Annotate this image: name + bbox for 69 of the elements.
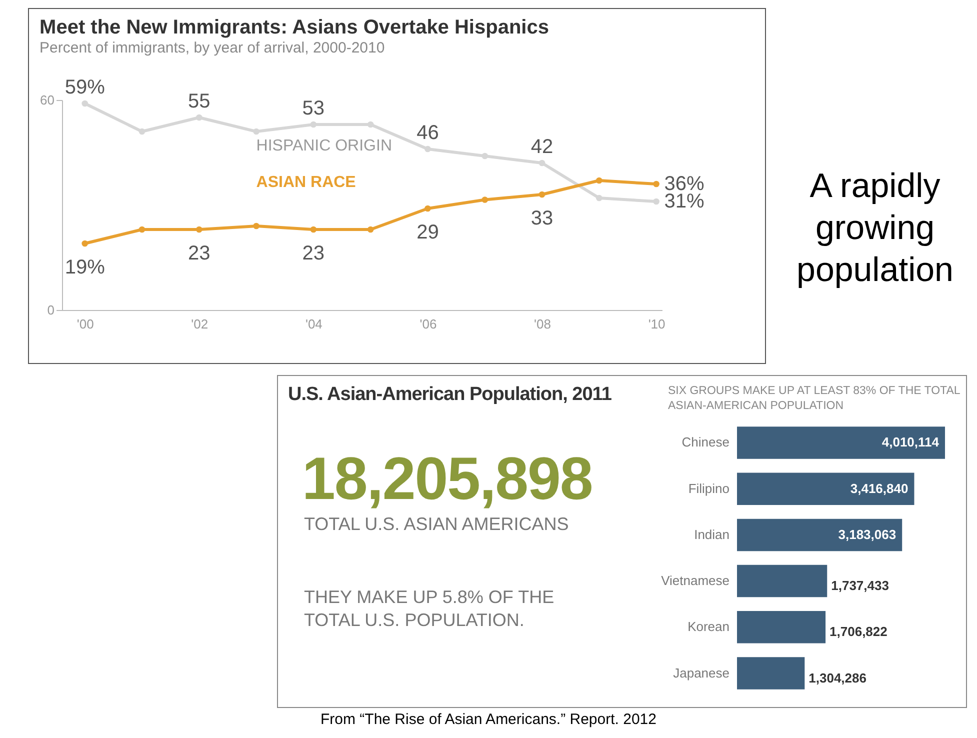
point: [482, 196, 488, 203]
bar: [737, 518, 902, 552]
point: [596, 177, 602, 184]
data-label: 53: [302, 98, 325, 120]
point: [138, 226, 146, 233]
y-tick-label: 60: [40, 92, 54, 108]
chart-subtitle: Percent of immigrants, by year of arrival, 2000-2010: [40, 40, 385, 56]
point: [424, 146, 431, 152]
chart-title: SIX GROUPS MAKE UP AT LEAST 83% OF THE TOTAL ASIAN-AMERICAN POPULATION: [668, 384, 961, 414]
point: [82, 100, 88, 107]
data-label: 23: [302, 242, 325, 264]
point: [653, 180, 660, 188]
point: [253, 128, 260, 135]
bar: [737, 657, 805, 690]
bar: [737, 564, 828, 598]
point: [82, 240, 88, 247]
data-label: 1,706,822: [830, 624, 888, 640]
x-tick-label: '06: [420, 316, 437, 332]
data-label: 55: [188, 90, 210, 112]
data-label: 1,304,286: [808, 670, 866, 686]
text: U.S. Asian-American Population, 2011: [288, 384, 612, 406]
data-label: 3,183,063: [838, 526, 896, 542]
point: [310, 121, 317, 128]
chart-title: Meet the New Immigrants: Asians Overtake Hispanics: [40, 16, 549, 38]
series-label: ASIAN RACE: [256, 174, 356, 191]
text: From “The Rise of Asian Americans.” Report. 2012: [320, 711, 658, 728]
series-label: HISPANIC ORIGIN: [256, 138, 392, 154]
text: THEY MAKE UP 5.8% OF THE TOTAL U.S. POPULATION.: [303, 586, 556, 632]
point: [367, 121, 374, 128]
point: [367, 226, 374, 233]
data-label: 29: [416, 222, 439, 244]
bar: [737, 472, 914, 505]
data-label: 42: [530, 136, 554, 158]
data-label: 4,010,114: [882, 434, 940, 450]
data-label: 19%: [64, 256, 106, 278]
y-tick-label: Vietnamese: [661, 573, 730, 588]
data-label: 46: [416, 122, 439, 144]
y-tick-label: Korean: [688, 619, 730, 634]
point: [482, 152, 488, 160]
point: [253, 222, 260, 230]
y-tick-label: 0: [47, 302, 54, 318]
point: [424, 205, 431, 212]
y-tick-label: Filipino: [688, 480, 730, 496]
point: [653, 198, 660, 205]
data-label: 59%: [64, 76, 106, 98]
point: [538, 160, 546, 166]
point: [596, 194, 602, 202]
text: 18,205,898: [301, 444, 594, 513]
x-tick-label: '08: [534, 316, 551, 332]
text: TOTAL U.S. ASIAN AMERICANS: [303, 513, 570, 536]
bar: [737, 426, 945, 459]
point: [196, 114, 202, 121]
x-tick-label: '10: [648, 316, 666, 332]
x-tick-label: '00: [76, 316, 94, 332]
x-tick-label: '04: [305, 316, 322, 332]
point: [538, 191, 546, 198]
y-tick-label: Indian: [694, 526, 730, 542]
point: [310, 226, 317, 233]
data-label: 3,416,840: [850, 480, 908, 496]
point: [196, 226, 202, 233]
data-label: 33: [530, 208, 554, 230]
point: [138, 128, 146, 135]
data-label: 23: [188, 242, 210, 264]
x-tick-label: '02: [191, 316, 208, 332]
data-label: 1,737,433: [831, 578, 889, 594]
y-tick-label: Japanese: [673, 665, 730, 680]
bar: [737, 611, 826, 644]
text: A rapidly growing population: [796, 166, 954, 291]
y-tick-label: Chinese: [682, 434, 730, 450]
